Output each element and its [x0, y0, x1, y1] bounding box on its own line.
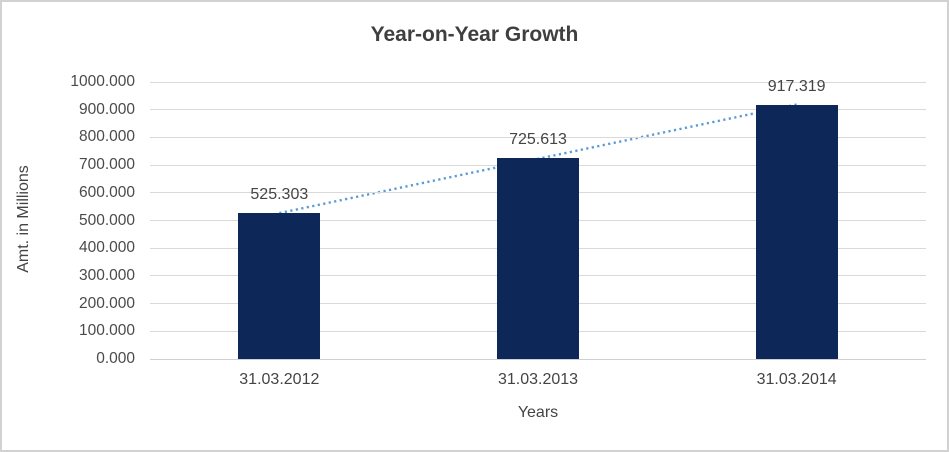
- data-label: 525.303: [250, 186, 309, 204]
- x-axis-title: Years: [517, 404, 559, 421]
- gridline: [150, 109, 926, 111]
- y-tick-label: 1000.000: [70, 73, 135, 90]
- y-tick-label: 100.000: [78, 322, 135, 340]
- bar: [238, 213, 321, 359]
- x-tick-label: 31.03.2013: [497, 371, 579, 388]
- gridline: [150, 136, 926, 138]
- y-tick-label: 700.000: [78, 156, 135, 174]
- bar: [497, 158, 579, 359]
- y-tick-label: 200.000: [78, 294, 135, 312]
- y-tick-label: 900.000: [78, 100, 135, 118]
- y-tick-label: 300.000: [78, 266, 135, 284]
- chart-title: Year-on-Year Growth: [370, 23, 579, 46]
- y-tick-label: 600.000: [78, 183, 135, 201]
- y-tick-label: 400.000: [78, 239, 135, 257]
- y-tick-label: 800.000: [78, 128, 135, 146]
- y-tick-label: 0.000: [96, 350, 135, 367]
- bar: [755, 104, 838, 359]
- data-label: 917.319: [767, 77, 826, 95]
- gridline: [150, 358, 926, 360]
- x-tick-label: 31.03.2014: [756, 371, 837, 388]
- x-tick-label: 31.03.2012: [239, 371, 320, 388]
- gridline: [150, 81, 926, 83]
- y-tick-label: 500.000: [78, 211, 135, 229]
- data-label: 725.613: [509, 131, 567, 148]
